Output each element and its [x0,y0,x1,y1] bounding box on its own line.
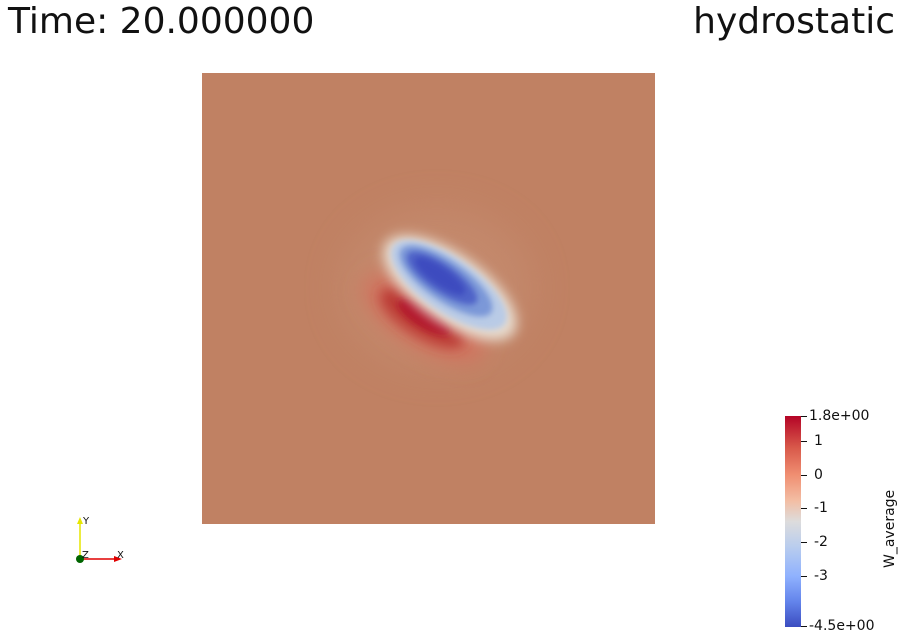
field-plot[interactable] [202,73,655,524]
colorbar-title: W_average [882,489,898,568]
x-axis-arrow [114,556,122,562]
colorbar-tick [801,542,807,543]
colorbar-tick [801,475,807,476]
colorbar-tick-label: 1 [814,433,823,449]
colorbar-tick [801,508,807,509]
x-axis-label: X [117,550,124,561]
colorbar-tick-min [801,626,807,627]
colorbar-tick [801,576,807,577]
colorbar-min-label: -4.5e+00 [809,618,875,634]
field-image [202,73,655,524]
colorbar-tick-label: -1 [814,500,828,516]
title-label: hydrostatic [693,1,895,42]
colorbar-gradient [785,416,801,627]
colorbar-tick-label: 0 [814,467,823,483]
z-axis-dot [76,555,84,563]
colorbar [785,416,801,627]
colorbar-tick-label: -3 [814,568,828,584]
colorbar-tick-label: -2 [814,534,828,550]
y-axis-arrow [77,517,83,524]
orientation-axes: Y Z X [68,508,138,572]
time-label: Time: 20.000000 [8,1,315,42]
colorbar-tick [801,441,807,442]
colorbar-tick-max [801,416,807,417]
colorbar-max-label: 1.8e+00 [809,408,870,424]
z-axis-label: Z [82,550,89,561]
y-axis-label: Y [82,516,90,527]
